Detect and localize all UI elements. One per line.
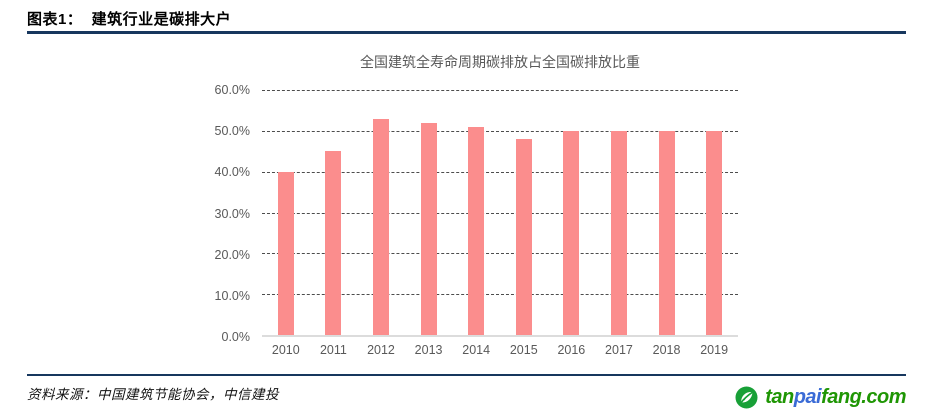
bar-slot [548,90,596,335]
bar-slot [310,90,358,335]
source-note: 资料来源：中国建筑节能协会，中信建投 [27,387,279,402]
y-tick-label: 60.0% [214,83,250,97]
x-tick-label: 2019 [700,343,729,357]
x-tick-label: 2011 [319,343,347,357]
chart-title: 全国建筑全寿命周期碳排放占全国碳排放比重 [360,54,640,70]
x-tick-label: 2017 [605,343,633,357]
figure-title: 图表1： 建筑行业是碳排大户 [27,11,232,28]
y-tick-label: 40.0% [214,165,250,180]
bar-slot [452,90,500,335]
x-tick-label: 2016 [557,343,586,357]
x-tick-label: 2015 [509,343,538,357]
bar [658,130,675,335]
footer-divider [27,374,906,376]
gridline [262,171,738,173]
bar-series [262,90,738,335]
bar [563,130,580,335]
gridline [262,212,738,214]
bar [277,171,294,335]
bar-slot [690,90,738,335]
x-tick-label: 2010 [271,343,300,357]
gridline [262,253,738,255]
x-axis-labels: 2010 2011 2012 2013 2014 2015 2016 2017 2018 2019 [262,343,738,357]
logo-text: tanpaifang.com [765,386,906,409]
y-tick-label: 50.0% [214,124,250,139]
tanpaifang-logo: tanpaifang.com [735,384,906,410]
bar [468,126,485,335]
x-tick-label: 2012 [367,343,395,357]
y-tick-label: 0.0% [221,330,251,344]
figure-header: 图表1： 建筑行业是碳排大户 [27,8,906,29]
x-tick-label: 2018 [652,343,681,357]
leaf-circle-icon [735,386,758,408]
header-divider [27,31,906,34]
bar [420,122,437,335]
bar [515,139,532,335]
bar [610,130,627,335]
logo-text-part: fang.com [821,385,906,408]
bar-slot [405,90,453,335]
bar-slot [500,90,548,335]
bar-slot [643,90,691,335]
gridline [262,90,738,91]
bar [325,151,342,335]
y-tick-label: 30.0% [214,206,250,221]
y-axis-labels: 60.0% 50.0% 40.0% 30.0% 20.0% 10.0% 0.0% [178,83,250,344]
bar-slot [357,90,405,335]
bar [706,130,723,335]
y-tick-label: 20.0% [214,247,250,262]
gridline [262,130,738,132]
logo-text-part: tan [765,385,794,408]
bar [372,118,389,335]
y-tick-label: 10.0% [214,288,250,303]
bar-slot [595,90,643,335]
logo-text-part: pai [793,385,822,408]
plot-area [262,90,738,337]
gridline [262,294,738,296]
x-tick-label: 2013 [414,343,443,357]
bar-slot [262,90,310,335]
x-tick-label: 2014 [462,343,491,357]
